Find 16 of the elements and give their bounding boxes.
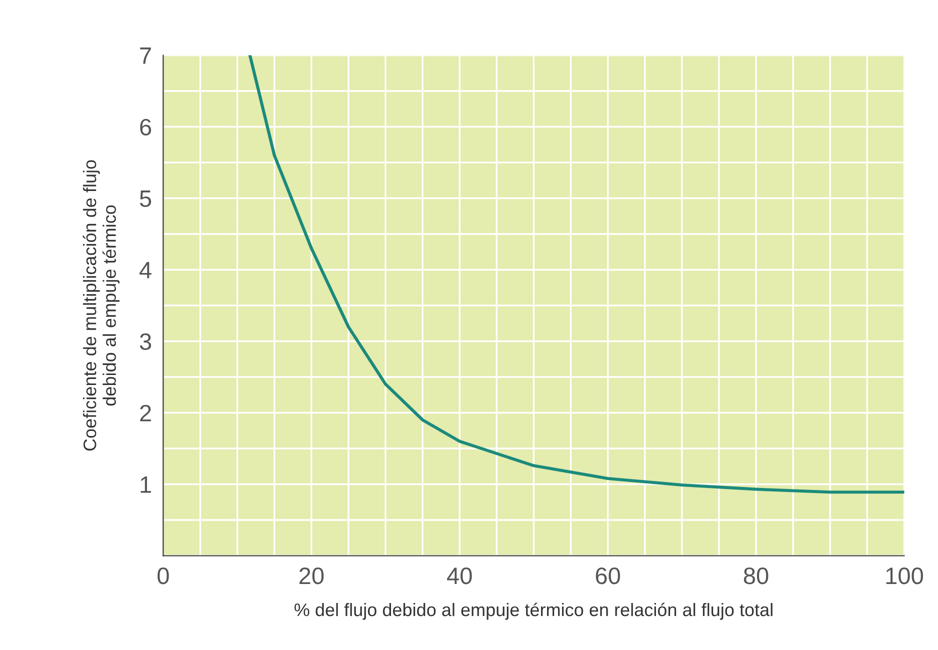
x-tick-label: 100 (886, 567, 924, 584)
y-tick-label: 2 (140, 404, 151, 422)
x-tick-label: 40 (447, 567, 472, 584)
y-tick-label: 3 (140, 333, 152, 350)
line-series (248, 55, 904, 494)
y-tick-label: 4 (140, 262, 152, 278)
y-tick-label: 7 (140, 48, 151, 64)
x-tick-label: 0 (158, 567, 169, 584)
y-tick-label: 6 (140, 118, 152, 136)
y-tick-label: 1 (140, 476, 151, 493)
x-tick-label: 20 (299, 567, 324, 584)
x-axis-title: % del flujo debido al empuje térmico en relación al flujo total (294, 602, 772, 620)
y-tick-label: 5 (140, 190, 152, 208)
y-axis-title: Coeficiente de multiplicación de flujo debido al empuje térmico (82, 160, 120, 451)
x-tick-label: 80 (744, 567, 768, 584)
x-tick-label: 60 (596, 567, 620, 584)
